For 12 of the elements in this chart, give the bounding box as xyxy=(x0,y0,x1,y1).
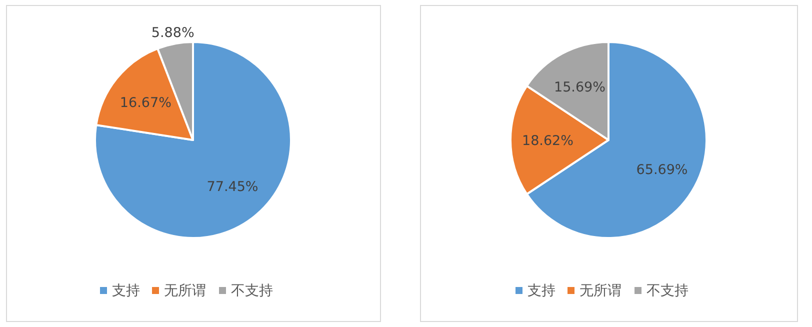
legend-label: 不支持 xyxy=(646,283,688,299)
data-label: 16.67% xyxy=(120,94,172,111)
data-label: 77.45% xyxy=(206,179,258,196)
legend-label: 支持 xyxy=(528,283,556,299)
data-label: 15.69% xyxy=(554,79,606,96)
data-label: 18.62% xyxy=(522,133,574,149)
legend-label: 支持 xyxy=(112,283,140,299)
legend-label: 无所谓 xyxy=(164,283,206,299)
legend-label: 无所谓 xyxy=(580,283,622,299)
data-label: 5.88% xyxy=(151,25,194,42)
legend-label: 不支持 xyxy=(231,283,273,299)
data-label: 65.69% xyxy=(636,162,688,178)
